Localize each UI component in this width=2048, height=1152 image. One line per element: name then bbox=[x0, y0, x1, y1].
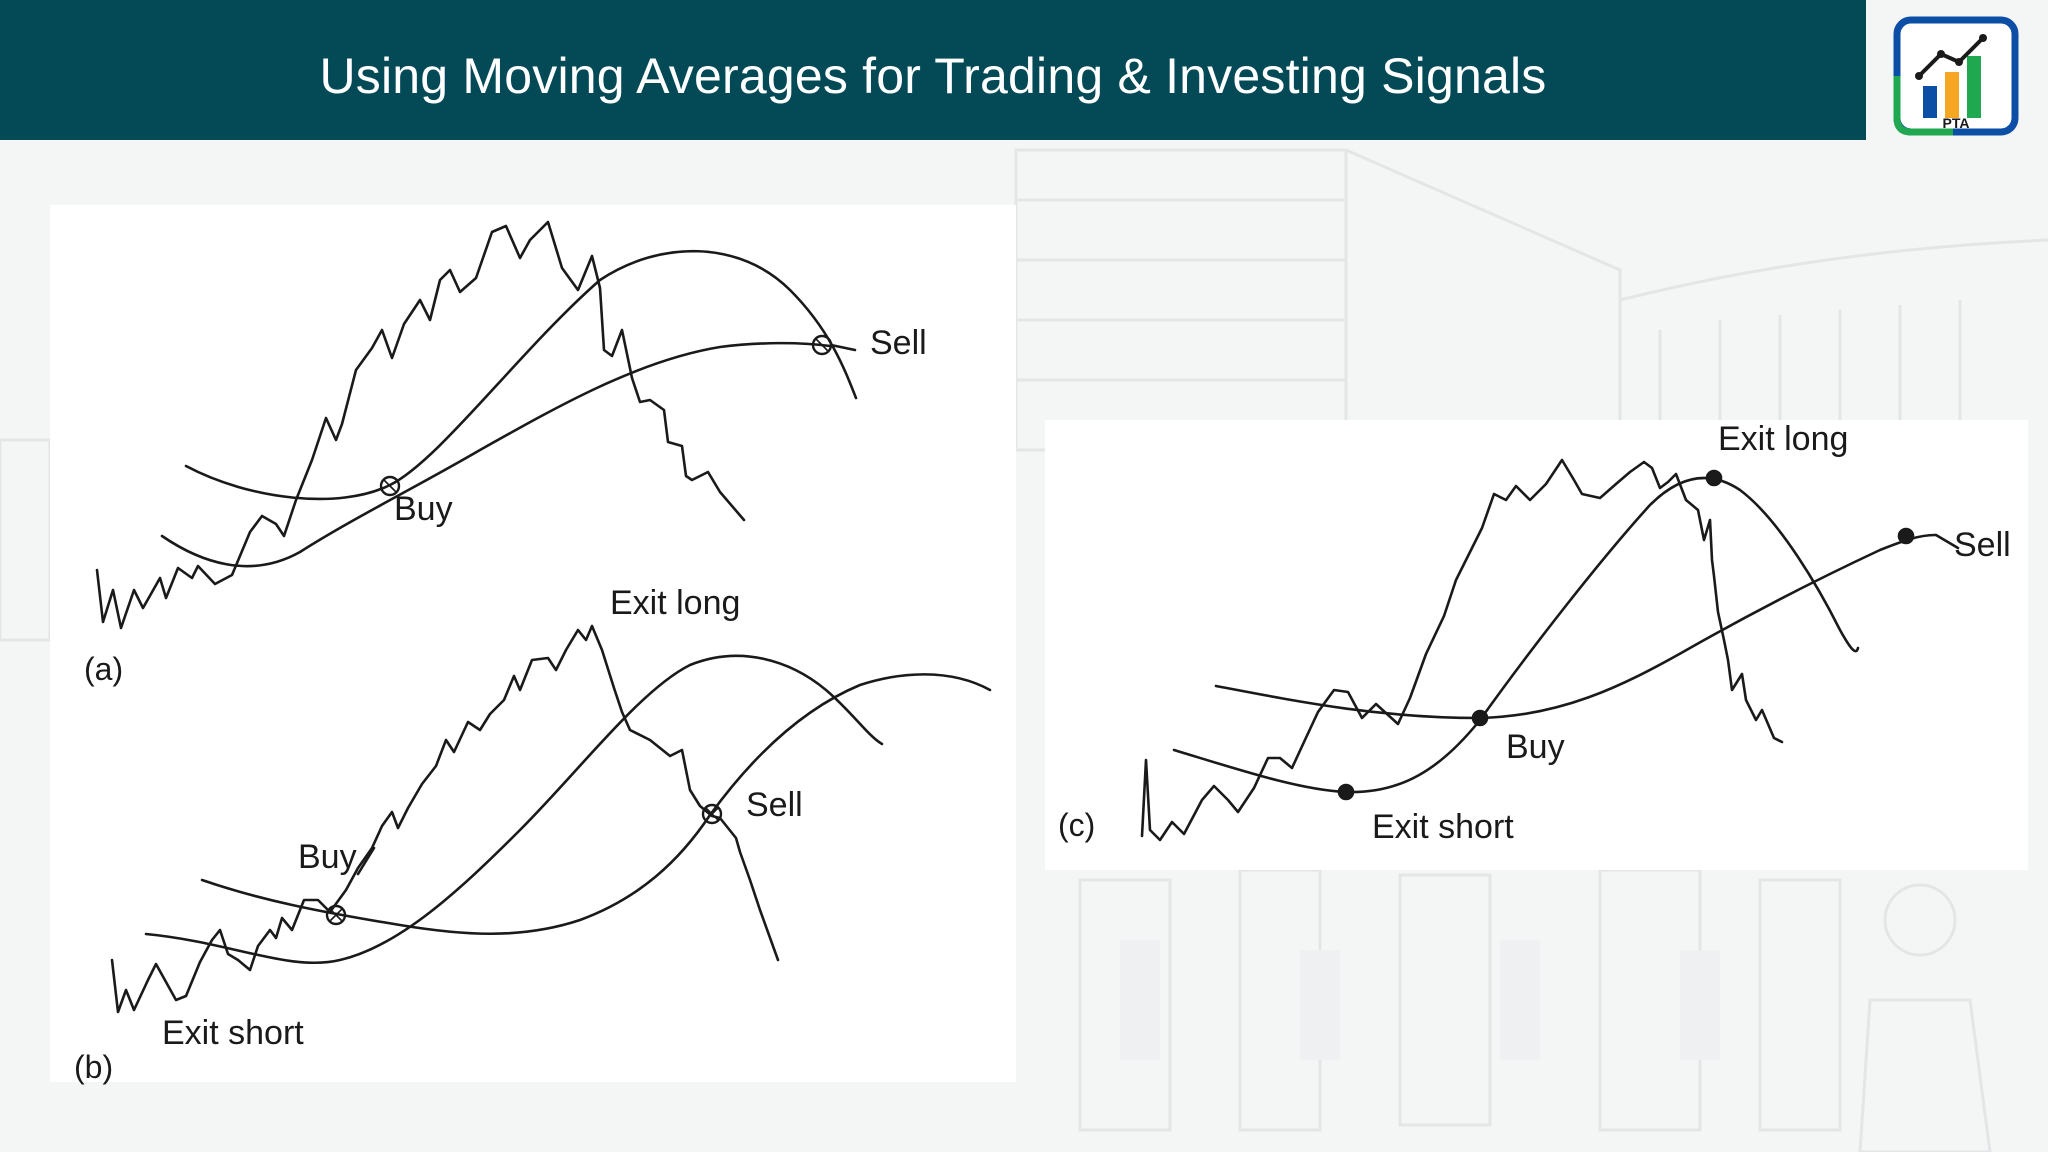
panel-b-diagram bbox=[110, 624, 992, 1014]
panel-a-short-ma bbox=[184, 249, 858, 501]
panel-b-short-ma bbox=[144, 654, 884, 965]
panel-c-price-line bbox=[1140, 458, 1784, 842]
panel-c-exit-short-label: Exit short bbox=[1372, 808, 1514, 846]
chart-logo-icon: PTA bbox=[1893, 16, 2019, 136]
panel-a-price-line bbox=[95, 220, 746, 630]
panel-a-label: (a) bbox=[84, 651, 123, 687]
panel-c-exit-short-marker bbox=[1337, 783, 1355, 801]
panel-a-sell-label: Sell bbox=[870, 324, 927, 362]
panel-c-exit-long-label: Exit long bbox=[1718, 420, 1848, 458]
panel-a-diagram bbox=[95, 220, 858, 630]
title-bar bbox=[0, 0, 1866, 140]
panel-b-sell-marker bbox=[701, 803, 723, 825]
panel-c-buy-label: Buy bbox=[1506, 728, 1565, 766]
panel-a-buy-marker bbox=[379, 475, 401, 497]
panel-b-medium-ma bbox=[200, 673, 992, 936]
panel-a-long-ma bbox=[160, 341, 832, 568]
panel-b-price-line bbox=[110, 624, 780, 1014]
panel-a-buy-label: Buy bbox=[394, 490, 453, 528]
panel-b-buy-label: Buy bbox=[298, 838, 357, 876]
panel-c-label: (c) bbox=[1058, 807, 1095, 843]
logo-text: PTA bbox=[1943, 115, 1970, 131]
panel-c-buy-marker bbox=[1471, 709, 1489, 727]
panel-c-exit-long-marker bbox=[1705, 469, 1723, 487]
panel-b-label: (b) bbox=[74, 1049, 113, 1085]
panel-c-long-ma bbox=[1214, 533, 1937, 720]
panel-b-exit-long-label: Exit long bbox=[610, 584, 740, 622]
panel-b-buy-marker bbox=[325, 904, 347, 926]
panel-c-sell-marker bbox=[1897, 527, 1915, 545]
panel-b-sell-label: Sell bbox=[746, 786, 803, 824]
panel-b-exit-short-label: Exit short bbox=[162, 1014, 304, 1052]
page-title: Using Moving Averages for Trading & Inve… bbox=[319, 48, 1547, 104]
panel-c-sell-label: Sell bbox=[1954, 526, 2011, 564]
panel-c-diagram bbox=[1140, 458, 1960, 842]
